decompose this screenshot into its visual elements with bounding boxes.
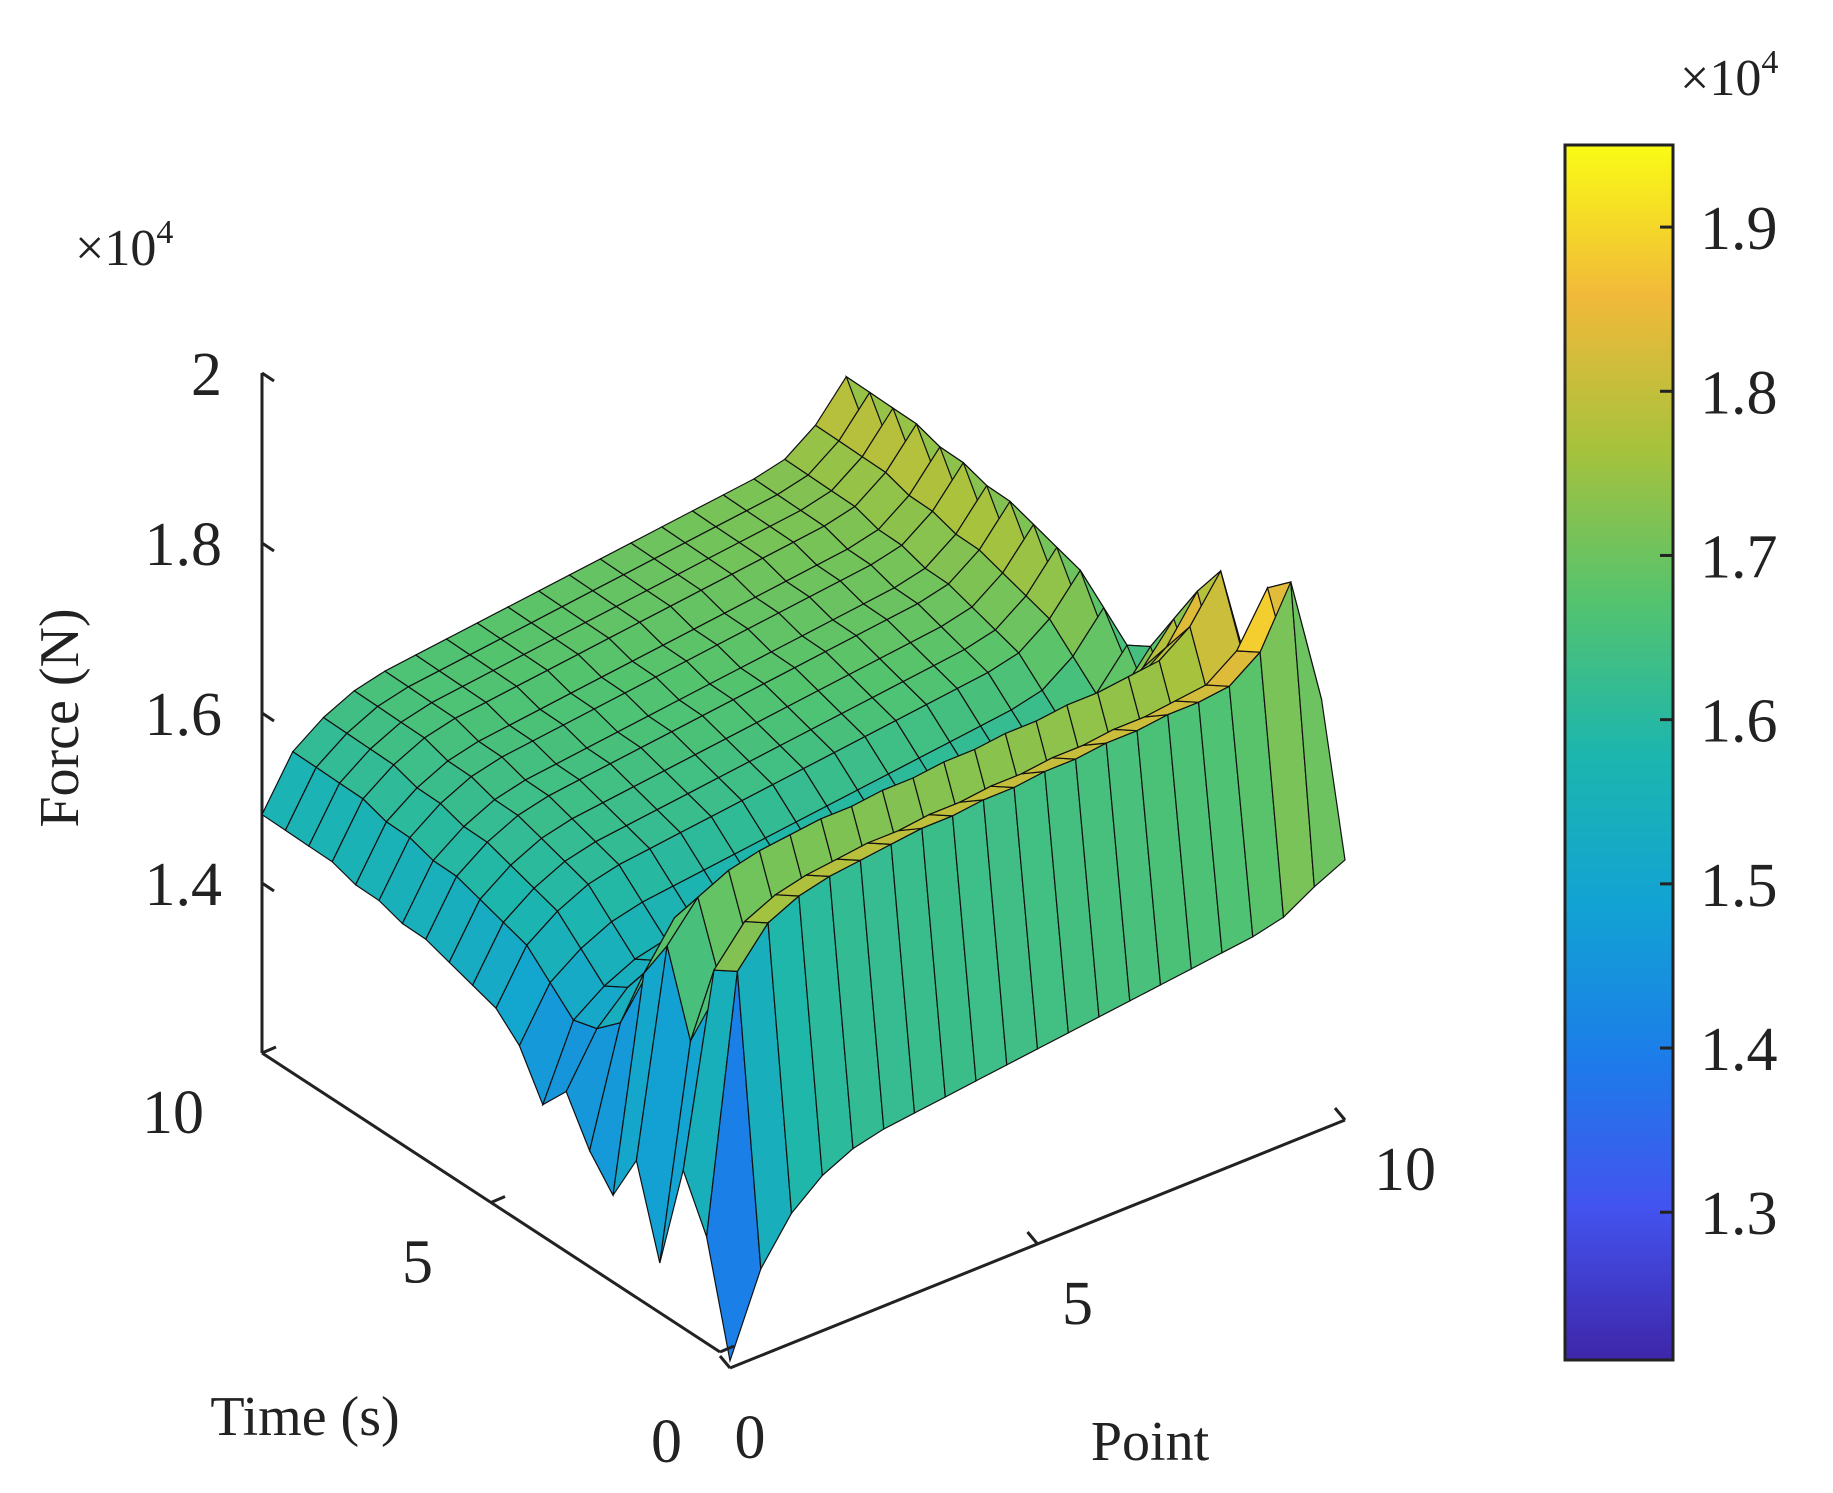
y-tick xyxy=(719,1344,735,1354)
y-tick xyxy=(261,1045,277,1055)
surface-mesh xyxy=(261,375,1346,1364)
x-tick-label: 5 xyxy=(1062,1270,1093,1338)
z-tick-label: 1.8 xyxy=(145,511,223,579)
surface-patch xyxy=(1290,581,1346,889)
colorbar-tick-label: 1.5 xyxy=(1700,852,1778,920)
z-tick-labels: 1.4 1.6 1.8 2 xyxy=(145,341,223,919)
x-tick-label: 10 xyxy=(1374,1136,1436,1204)
y-axis-label: Time (s) xyxy=(210,1386,399,1448)
x-tick xyxy=(1333,1107,1347,1121)
z-tick xyxy=(261,371,275,383)
colorbar: 1.3 1.4 1.5 1.6 1.7 1.8 1.9 ×104 xyxy=(1563,44,1778,1362)
colorbar-tick-label: 1.9 xyxy=(1700,195,1778,263)
z-axis-label: Force (N) xyxy=(29,608,91,827)
x-axis-label: Point xyxy=(1091,1411,1210,1473)
y-tick xyxy=(490,1195,506,1204)
axis-ticks xyxy=(261,371,1347,1369)
colorbar-tick-label: 1.4 xyxy=(1700,1016,1778,1084)
z-tick xyxy=(261,541,275,553)
colorbar-ticks: 1.3 1.4 1.5 1.6 1.7 1.8 1.9 xyxy=(1660,195,1778,1248)
z-tick xyxy=(261,881,275,893)
colorbar-gradient xyxy=(1563,143,1675,1362)
y-tick-label: 5 xyxy=(402,1229,433,1297)
x-tick xyxy=(1026,1231,1039,1245)
colorbar-multiplier-exponent: 4 xyxy=(1761,44,1778,81)
z-multiplier-exponent: 4 xyxy=(156,214,173,251)
x-tick xyxy=(718,1355,732,1369)
z-tick-label: 1.6 xyxy=(145,681,223,749)
colorbar-tick-label: 1.6 xyxy=(1700,688,1778,756)
y-tick-label: 10 xyxy=(142,1079,204,1147)
z-multiplier-label: ×104 xyxy=(75,214,173,277)
colorbar-tick-label: 1.8 xyxy=(1700,359,1778,427)
y-tick-labels: 0 5 10 xyxy=(142,1079,682,1476)
x-tick-labels: 0 5 10 xyxy=(735,1136,1437,1472)
y-tick-label: 0 xyxy=(651,1408,682,1476)
colorbar-tick-label: 1.3 xyxy=(1700,1180,1778,1248)
colorbar-multiplier-label: ×104 xyxy=(1680,44,1778,107)
colorbar-tick-label: 1.7 xyxy=(1700,523,1778,591)
x-tick-label: 0 xyxy=(735,1404,766,1472)
z-tick-label: 1.4 xyxy=(145,851,223,919)
z-tick xyxy=(261,711,275,723)
z-tick-label: 2 xyxy=(191,341,222,409)
